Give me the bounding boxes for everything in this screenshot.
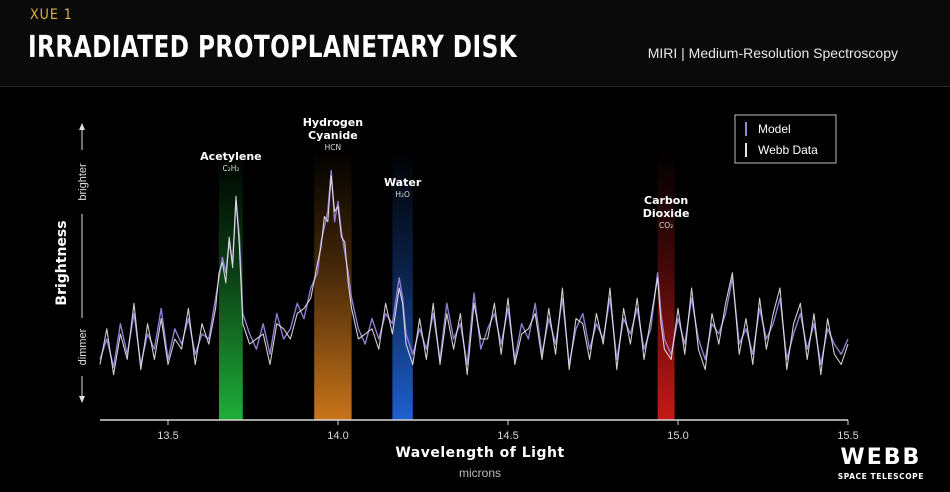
logo-subtitle: SPACE TELESCOPE: [837, 472, 924, 481]
band-label-name: Carbon: [644, 194, 688, 207]
band-label-name: Dioxide: [643, 207, 690, 220]
band-carbon-dioxide: [657, 150, 675, 420]
series-line-webb-data: [99, 175, 849, 376]
x-tick-label: 14.5: [497, 430, 518, 442]
header-bar: [0, 0, 950, 86]
band-label-name: Acetylene: [200, 150, 261, 163]
band-water: [392, 150, 413, 420]
x-axis-unit: microns: [459, 466, 501, 480]
x-tick-label: 14.0: [327, 430, 348, 442]
band-acetylene: [219, 150, 243, 420]
band-label-name: Water: [384, 176, 422, 189]
band-label-formula: H₂O: [395, 190, 410, 199]
legend-label: Webb Data: [758, 143, 818, 157]
band-label-name: Cyanide: [308, 129, 358, 142]
legend-box: [734, 114, 837, 164]
arrow-up-icon: [79, 123, 85, 130]
y-axis-label: Brightness: [54, 220, 70, 305]
series-line-model: [99, 169, 849, 368]
webb-logo: WEBB SPACE TELESCOPE: [837, 445, 924, 482]
arrow-down-icon: [79, 396, 85, 403]
x-tick-label: 15.5: [837, 430, 858, 442]
x-tick-label: 15.0: [667, 430, 688, 442]
x-tick-label: 13.5: [157, 430, 178, 442]
logo-wordmark: WEBB: [840, 445, 922, 470]
band-label-formula: HCN: [325, 143, 342, 152]
band-label-formula: CO₂: [659, 221, 673, 230]
band-label-name: Hydrogen: [303, 116, 363, 129]
page-title: IRRADIATED PROTOPLANETARY DISK: [28, 30, 518, 65]
object-name: XUE 1: [30, 7, 73, 23]
y-top-label: brighter: [77, 163, 89, 201]
x-axis-label: Wavelength of Light: [395, 445, 564, 461]
band-label-formula: C₂H₂: [222, 164, 239, 173]
y-bottom-label: dimmer: [77, 328, 89, 365]
legend-label: Model: [758, 122, 791, 136]
header-divider: [0, 86, 950, 87]
instrument-subtitle: MIRI | Medium-Resolution Spectroscopy: [647, 45, 898, 61]
